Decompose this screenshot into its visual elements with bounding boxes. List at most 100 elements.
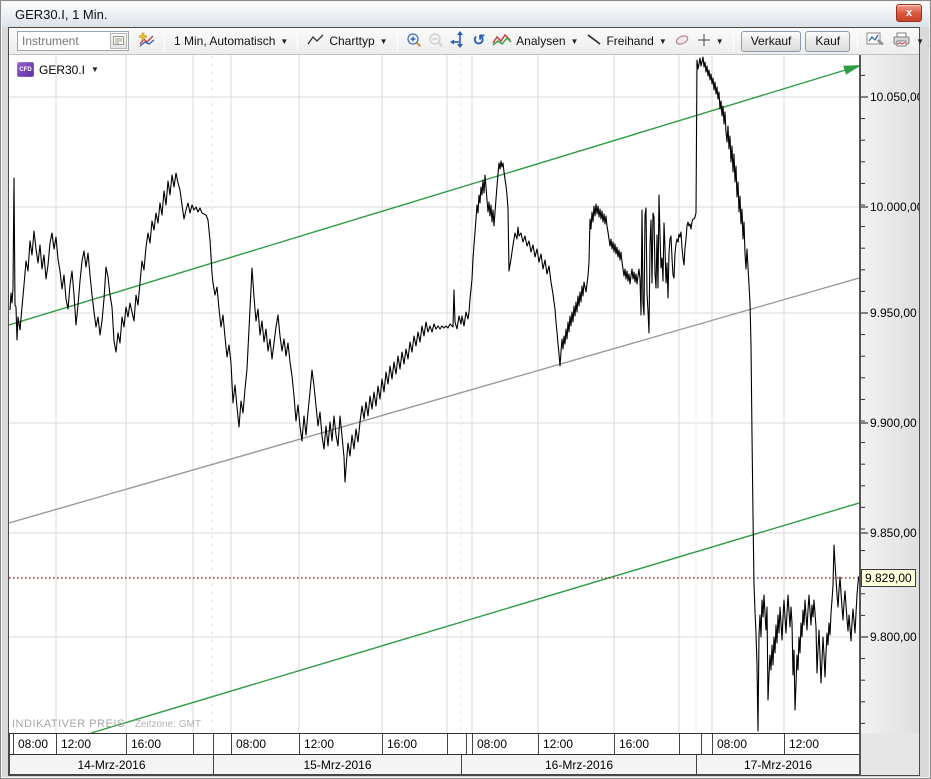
instrument-lookup-button[interactable]: [110, 33, 127, 49]
chart-settings-button[interactable]: [863, 30, 888, 52]
crosshair-icon: [697, 33, 711, 50]
print-button[interactable]: ▼: [888, 30, 928, 52]
zoom-out-button[interactable]: [425, 30, 447, 53]
date-cell: 15-Mrz-2016: [213, 755, 461, 774]
eraser-icon: [674, 33, 690, 50]
price-chart: [9, 55, 859, 733]
time-cell: 12:00: [299, 734, 382, 754]
pan-arrows-icon: [449, 31, 467, 51]
time-cell: [701, 734, 712, 754]
time-cell: [193, 734, 213, 754]
y-axis-label: 10.050,00: [870, 90, 919, 104]
time-cell: 16:00: [614, 734, 679, 754]
axis-corner: [859, 733, 919, 775]
freehand-line-icon: [586, 33, 602, 49]
date-cell: 14-Mrz-2016: [9, 755, 213, 774]
chart-settings-icon: [866, 32, 885, 50]
charttype-label: Charttyp: [329, 34, 375, 48]
time-cell: [447, 734, 466, 754]
chevron-down-icon: [929, 45, 931, 49]
upper-channel-trendline[interactable]: [9, 67, 853, 326]
time-axis[interactable]: 08:00 12:00 16:00 08:00 12:00 16:00 08:00 12:00…: [9, 733, 859, 755]
time-cell: 12:00: [538, 734, 614, 754]
timezone-label: Zeitzone: GMT: [134, 719, 201, 730]
trendline-arrow-icon: [843, 65, 859, 75]
date-cell: 16-Mrz-2016: [461, 755, 696, 774]
time-cell: [9, 734, 14, 754]
eraser-button[interactable]: [671, 31, 693, 52]
date-cell: 17-Mrz-2016: [696, 755, 859, 774]
zoom-out-icon: [428, 32, 444, 51]
toolbar-overflow-button[interactable]: [928, 30, 931, 52]
chevron-down-icon: ▼: [280, 36, 289, 46]
instrument-field: [17, 31, 129, 51]
title-bar[interactable]: GER30.I, 1 Min.: [2, 2, 929, 27]
freehand-dropdown[interactable]: Freihand ▼: [582, 31, 670, 51]
y-axis-label: 9.850,00: [870, 526, 917, 540]
time-cell: 12:00: [784, 734, 859, 754]
mid-channel-trendline[interactable]: [9, 277, 859, 524]
time-cell: [213, 734, 231, 754]
current-price-tag: 9.829,00: [861, 569, 916, 587]
symbol-selector[interactable]: CFD GER30.I ▼: [17, 62, 99, 77]
chevron-down-icon: ▼: [91, 65, 99, 74]
new-chart-button[interactable]: [134, 30, 159, 53]
time-cell: [679, 734, 701, 754]
symbol-label: GER30.I: [39, 62, 86, 77]
separator: [297, 31, 299, 51]
undo-button[interactable]: ↺: [470, 32, 489, 50]
zoom-in-icon: [406, 32, 422, 51]
y-axis-label: 10.000,00: [870, 200, 919, 214]
sell-button[interactable]: Verkauf: [740, 30, 802, 52]
freehand-label: Freihand: [606, 34, 654, 48]
time-cell: 16:00: [382, 734, 447, 754]
close-button[interactable]: x: [896, 4, 922, 22]
chevron-down-icon: ▼: [570, 36, 579, 46]
client-area: 1 Min, Automatisch ▼ Charttyp ▼: [8, 27, 931, 776]
y-axis-label: 9.950,00: [870, 306, 917, 320]
chevron-down-icon: ▼: [379, 36, 388, 46]
date-axis[interactable]: 14-Mrz-2016 15-Mrz-2016 16-Mrz-2016 17-Mrz-…: [9, 755, 859, 775]
y-axis-label: 9.800,00: [870, 630, 917, 644]
cfd-instrument-icon: CFD: [17, 62, 34, 77]
pan-button[interactable]: [447, 29, 470, 53]
interval-dropdown[interactable]: 1 Min, Automatisch ▼: [170, 32, 292, 50]
time-cell: 08:00: [231, 734, 299, 754]
chart-canvas[interactable]: CFD GER30.I ▼ INDIKATIVER PREIS Zeitzone…: [9, 55, 859, 733]
interval-label: 1 Min, Automatisch: [174, 34, 276, 48]
undo-icon: ↺: [472, 32, 486, 49]
separator: [396, 31, 398, 51]
window-title: GER30.I, 1 Min.: [15, 7, 108, 22]
y-axis-label: 9.900,00: [870, 416, 917, 430]
chevron-down-icon: ▼: [715, 36, 724, 46]
price-series: [9, 56, 859, 732]
buy-button[interactable]: Kauf: [805, 30, 851, 52]
zoom-in-button[interactable]: [403, 30, 425, 53]
time-cell: 08:00: [13, 734, 56, 754]
charttype-dropdown[interactable]: Charttyp ▼: [303, 32, 391, 51]
separator: [857, 31, 859, 51]
new-chart-icon: [137, 32, 156, 51]
time-cell: [466, 734, 472, 754]
time-cell: 08:00: [712, 734, 784, 754]
instrument-input[interactable]: [17, 31, 129, 51]
price-axis-scale: 10.050,00 10.000,00 9.950,00 9.900,00 9.850,…: [861, 74, 919, 724]
chevron-down-icon: ▼: [916, 36, 924, 46]
analyses-dropdown[interactable]: Analysen ▼: [488, 31, 582, 51]
crosshair-dropdown[interactable]: ▼: [693, 31, 728, 52]
lower-channel-trendline[interactable]: [90, 502, 859, 733]
separator: [732, 31, 734, 51]
price-axis[interactable]: 10.050,00 10.000,00 9.950,00 9.900,00 9.850,…: [859, 55, 919, 733]
analyses-icon: [492, 33, 512, 49]
time-cell: 12:00: [56, 734, 126, 754]
separator: [164, 31, 165, 51]
indicative-price-label: INDIKATIVER PREIS: [12, 718, 125, 730]
chevron-down-icon: ▼: [658, 36, 667, 46]
status-line: INDIKATIVER PREIS Zeitzone: GMT: [12, 718, 201, 730]
line-chart-icon: [307, 34, 325, 49]
time-cell: 16:00: [126, 734, 193, 754]
analyses-label: Analysen: [516, 34, 566, 48]
printer-icon: [892, 32, 911, 50]
list-icon: [113, 34, 124, 49]
